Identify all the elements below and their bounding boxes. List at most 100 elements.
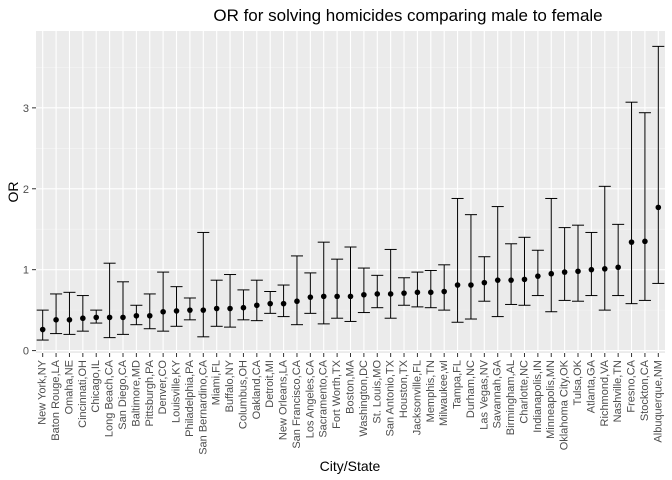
- point-12: [200, 307, 207, 313]
- error-bar-21: [317, 241, 330, 325]
- point-11: [187, 307, 193, 313]
- point-41: [588, 266, 595, 273]
- x-tick-label-27: Houston,TX: [398, 359, 410, 418]
- error-bar-0: [36, 309, 49, 341]
- x-tick-label-45: Stockton,CA: [639, 359, 651, 421]
- error-bar-42: [598, 185, 611, 311]
- error-bar-29: [424, 269, 437, 309]
- x-tick-label-39: Oklahoma City,OK: [559, 359, 571, 450]
- error-bar-15: [237, 289, 250, 321]
- x-tick-label-40: Tulsa,OK: [572, 359, 584, 405]
- point-9: [160, 308, 166, 315]
- x-tick-label-17: Detroit,MI: [264, 360, 276, 408]
- point-36: [521, 276, 528, 283]
- error-bar-28: [411, 271, 424, 308]
- x-tick-label-4: Chicago,IL: [90, 360, 102, 413]
- x-tick-label-44: Fresno,CA: [626, 359, 638, 412]
- error-bar-22: [331, 258, 344, 319]
- x-tick-label-26: San Antonio,TX: [385, 359, 397, 436]
- x-tick-label-22: Fort Worth,TX: [331, 359, 343, 429]
- error-bar-13: [210, 279, 223, 327]
- error-bar-10: [170, 286, 183, 327]
- point-6: [120, 314, 126, 321]
- error-bar-24: [357, 267, 370, 314]
- x-axis: New York,NY Baton Rouge,LA Omaha,NE Cincinn…: [37, 353, 664, 455]
- error-bar-40: [571, 224, 585, 302]
- point-29: [427, 289, 434, 296]
- error-bar-26: [384, 248, 397, 319]
- error-bar-18: [277, 284, 290, 318]
- x-tick-label-19: San Francisco,CA: [291, 359, 303, 448]
- error-bar-6: [116, 281, 130, 335]
- x-tick-label-15: Columbus,OH: [237, 360, 249, 429]
- error-bar-44: [625, 101, 638, 305]
- point-42: [601, 266, 608, 272]
- error-bar-8: [143, 293, 156, 330]
- error-bar-41: [585, 231, 598, 297]
- error-bar-33: [478, 256, 491, 302]
- point-7: [133, 312, 140, 319]
- point-26: [387, 291, 394, 297]
- x-tick-label-21: Sacramento,CA: [318, 359, 330, 437]
- point-45: [642, 238, 648, 245]
- y-axis: 0 1 2 3: [23, 103, 36, 358]
- x-tick-label-25: St. Louis,MO: [371, 360, 383, 424]
- y-tick-label-0: 0: [23, 346, 29, 358]
- x-tick-label-9: Denver,CO: [157, 360, 169, 415]
- point-32: [468, 282, 474, 288]
- x-tick-label-42: Richmond,VA: [599, 359, 611, 426]
- point-0: [39, 326, 46, 333]
- point-33: [481, 279, 488, 286]
- point-20: [307, 294, 314, 300]
- x-tick-label-3: Cincinnati,OH: [77, 360, 89, 428]
- point-39: [561, 269, 568, 275]
- point-2: [66, 317, 73, 323]
- y-axis-title: OR: [5, 182, 21, 203]
- x-tick-label-43: Nashville,TN: [612, 360, 624, 422]
- point-35: [508, 277, 514, 283]
- x-tick-label-34: Savannah,GA: [492, 359, 504, 428]
- error-bar-16: [250, 279, 263, 322]
- point-1: [53, 317, 59, 323]
- x-tick-label-35: Birmingham,AL: [505, 360, 517, 435]
- x-tick-label-20: Los Angeles,CA: [304, 359, 316, 438]
- y-tick-label-3: 3: [23, 103, 29, 115]
- error-bar-45: [638, 112, 651, 301]
- point-44: [628, 239, 635, 245]
- point-46: [655, 204, 662, 211]
- error-bar-46: [652, 45, 665, 284]
- point-5: [106, 314, 113, 321]
- x-tick-label-31: Tampa,FL: [452, 360, 464, 409]
- point-30: [441, 288, 447, 295]
- error-bar-34: [491, 206, 504, 318]
- error-bar-1: [50, 293, 63, 335]
- x-tick-label-6: San Diego,CA: [117, 359, 129, 429]
- point-23: [347, 293, 354, 300]
- point-3: [80, 315, 86, 322]
- x-tick-label-29: Memphis,TN: [425, 360, 437, 422]
- point-27: [401, 290, 407, 296]
- x-tick-label-5: Long Beach,CA: [104, 359, 116, 437]
- point-31: [454, 282, 461, 288]
- point-34: [494, 277, 501, 283]
- point-25: [374, 291, 381, 297]
- x-tick-label-12: San Bernardino,CA: [197, 359, 209, 454]
- error-bar-12: [197, 231, 210, 338]
- error-bar-5: [103, 262, 116, 339]
- point-14: [227, 305, 233, 312]
- point-43: [615, 264, 621, 271]
- x-tick-label-18: New Orleans,LA: [278, 359, 290, 440]
- x-tick-label-33: Las Vegas,NV: [478, 359, 490, 429]
- error-bar-23: [344, 246, 357, 322]
- point-24: [361, 291, 367, 298]
- point-28: [414, 289, 421, 296]
- chart-title: OR for solving homicides comparing male …: [213, 6, 602, 25]
- x-tick-label-36: Charlotte,NC: [518, 360, 530, 424]
- point-16: [254, 302, 260, 309]
- x-tick-label-38: Minneapolis,MN: [545, 360, 557, 439]
- error-bar-35: [505, 243, 518, 305]
- error-bar-3: [76, 295, 89, 332]
- point-4: [93, 314, 100, 321]
